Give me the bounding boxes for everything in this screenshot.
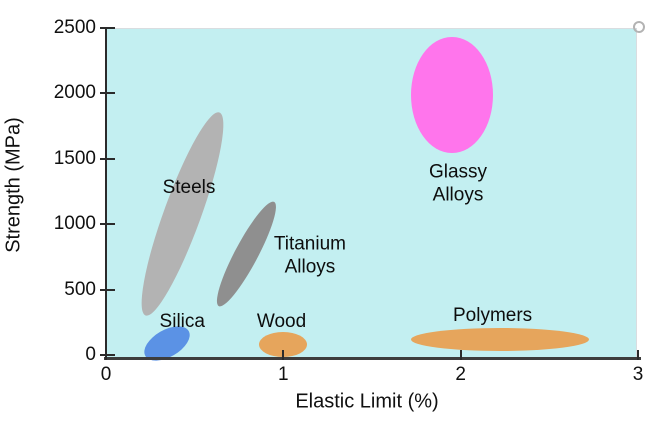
region-label-steels: Steels [162,176,216,198]
region-label-wood: Wood [256,311,307,333]
y-tick-label: 2500 [53,16,96,38]
region-label-silica: Silica [159,311,205,333]
y-axis-line [105,28,107,360]
y-tick [100,92,115,95]
y-axis-title: Strength (MPa) [2,117,25,253]
x-axis-title: Elastic Limit (%) [295,390,439,413]
y-tick-label: 500 [64,278,96,300]
x-tick [459,350,462,360]
x-tick-label: 0 [100,364,112,385]
y-tick [100,157,115,160]
y-tick-label: 1500 [53,147,96,169]
region-label-glassy-alloys: Glassy Alloys [428,160,488,206]
y-tick [100,288,115,291]
x-tick [282,350,285,360]
y-tick-label: 2000 [53,82,96,104]
y-tick [100,26,115,29]
y-tick [100,223,115,226]
x-tick-label: 1 [278,364,289,385]
x-tick [105,350,107,360]
region-label-titanium-alloys: Titanium Alloys [273,232,346,278]
x-tick-label: 3 [632,364,644,385]
x-tick-label: 2 [455,364,466,385]
region-label-polymers: Polymers [452,304,533,326]
x-axis-line [104,357,641,360]
y-tick-label: 1000 [53,213,96,235]
y-tick [100,354,115,356]
resize-handle-icon[interactable] [633,21,645,33]
region-ellipse-polymers [410,328,589,352]
region-ellipse-glassy-alloys [411,37,493,154]
y-tick-label: 0 [85,344,96,365]
x-tick [636,350,639,360]
